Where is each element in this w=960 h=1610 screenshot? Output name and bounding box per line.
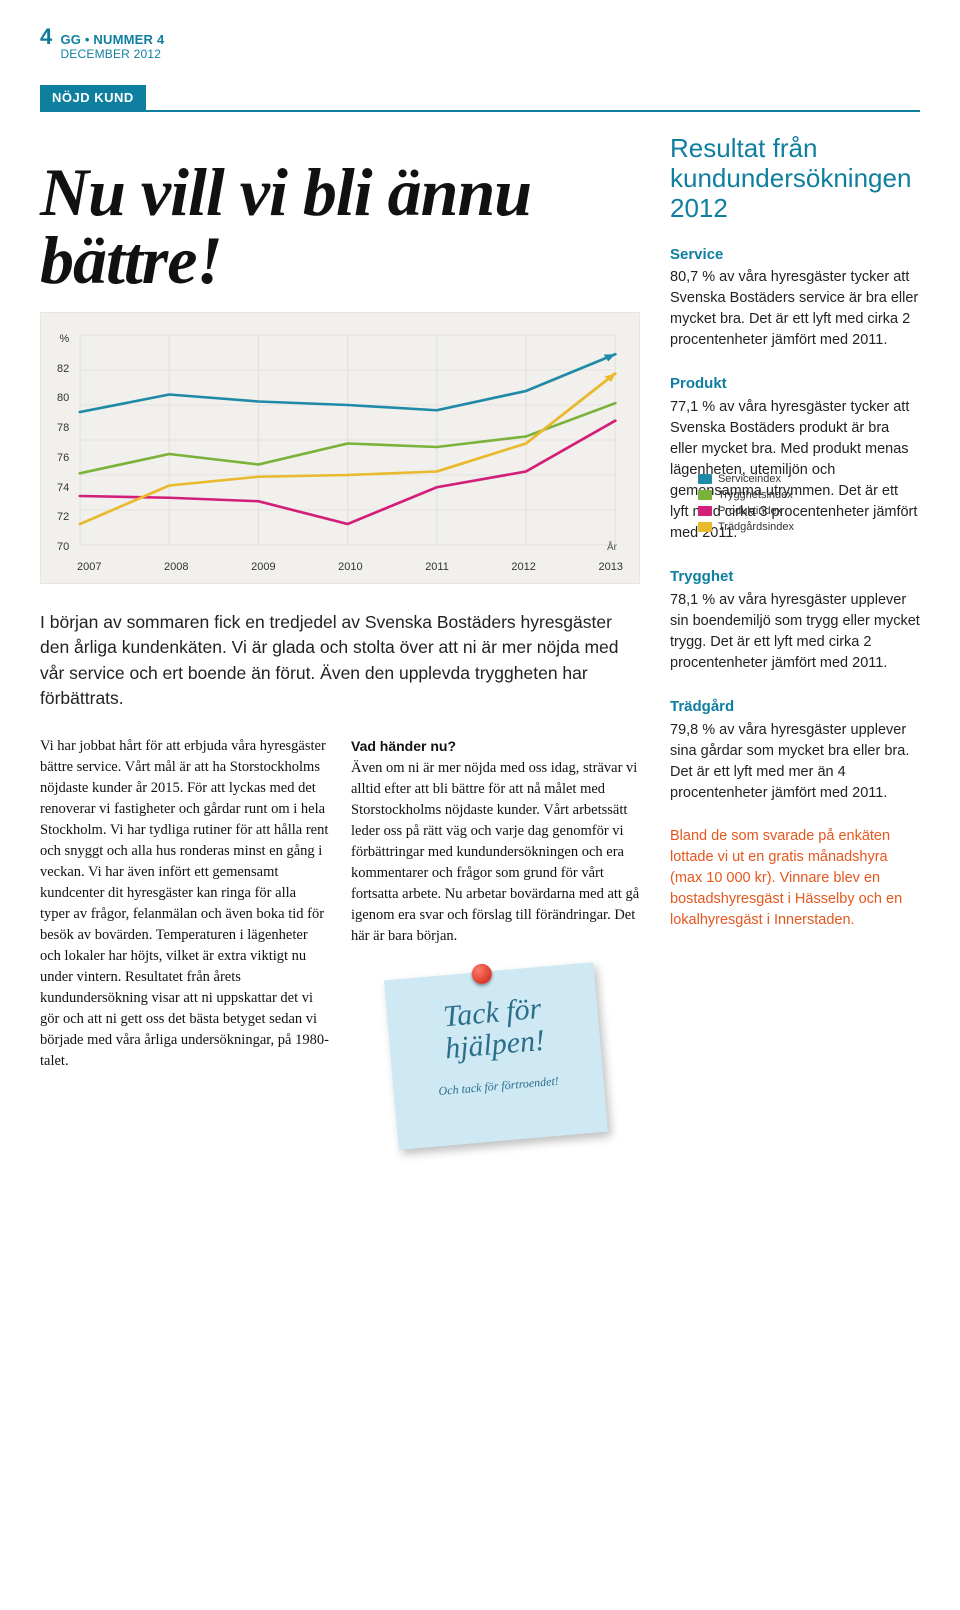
sidebar-block: Service 80,7 % av våra hyresgäster tycke… [670, 244, 920, 352]
chart-plot: År [75, 327, 623, 559]
chart-x-axis: 2007 2008 2009 2010 2011 2012 2013 [57, 561, 623, 573]
x-tick: 2010 [338, 561, 362, 573]
sidebar-block: Trädgård 79,8 % av våra hyresgäster uppl… [670, 696, 920, 804]
legend-item: Trädgårdsindex [698, 521, 794, 533]
sidebar-block-text: 79,8 % av våra hyresgäster upplever sina… [670, 720, 920, 804]
section-tag-label: NÖJD KUND [40, 85, 146, 110]
headline: Nu vill vi bli ännu bättre! [40, 158, 640, 294]
note-line-2: Och tack för förtroendet! [407, 1070, 590, 1103]
y-unit: % [57, 333, 69, 345]
x-tick: 2008 [164, 561, 188, 573]
sidebar: Resultat från kundundersökningen 2012 Se… [670, 128, 920, 1161]
y-tick: 72 [57, 511, 69, 523]
legend-swatch [698, 506, 712, 516]
masthead: GG • NUMMER 4 [60, 32, 164, 47]
ingress: I början av sommaren fick en tredjedel a… [40, 610, 640, 712]
legend-label: Trygghetsindex [718, 489, 793, 501]
y-tick: 78 [57, 422, 69, 434]
issue-date: DECEMBER 2012 [60, 47, 164, 61]
legend-swatch [698, 490, 712, 500]
chart-svg [75, 327, 623, 559]
chart-card: % 82 80 78 76 74 72 70 År 2007 [40, 312, 640, 584]
y-tick: 70 [57, 541, 69, 553]
page-number: 4 [40, 24, 52, 50]
sidebar-block-heading: Trygghet [670, 566, 920, 588]
x-tick: 2013 [598, 561, 622, 573]
sidebar-block-heading: Produkt [670, 373, 920, 395]
body-subhead: Vad händer nu? [351, 736, 640, 756]
sidebar-block-heading: Service [670, 244, 920, 266]
body-col-2: Vad händer nu? Även om ni är mer nöjda m… [351, 736, 640, 1161]
x-tick: 2011 [425, 561, 449, 573]
sidebar-block-text: 78,1 % av våra hyresgäster upplever sin … [670, 590, 920, 674]
legend-label: Trädgårdsindex [718, 521, 794, 533]
x-tick: 2012 [511, 561, 535, 573]
body-col-1: Vi har jobbat hårt för att erbjuda våra … [40, 736, 329, 1161]
sidebar-block-heading: Trädgård [670, 696, 920, 718]
sidebar-callout: Bland de som svarade på enkäten lottade … [670, 826, 920, 931]
x-axis-label: År [607, 542, 617, 553]
x-tick: 2007 [77, 561, 101, 573]
section-tag: NÖJD KUND [40, 85, 920, 112]
x-tick: 2009 [251, 561, 275, 573]
legend-item: Produktindex [698, 505, 794, 517]
legend-swatch [698, 474, 712, 484]
sticky-note: Tack för hjälpen! Och tack för förtroend… [351, 971, 640, 1161]
legend-swatch [698, 522, 712, 532]
section-rule [40, 110, 920, 112]
main-column: Nu vill vi bli ännu bättre! % 82 80 78 7… [40, 128, 640, 1161]
legend-label: Produktindex [718, 505, 782, 517]
body-text: Vi har jobbat hårt för att erbjuda våra … [40, 736, 329, 1072]
chart-legend: Serviceindex Trygghetsindex Produktindex… [698, 473, 794, 537]
page-meta: 4 GG • NUMMER 4 DECEMBER 2012 [40, 24, 920, 61]
sidebar-block: Trygghet 78,1 % av våra hyresgäster uppl… [670, 566, 920, 674]
note-line-1: Tack för hjälpen! [400, 989, 587, 1068]
body-text: Även om ni är mer nöjda med oss idag, st… [351, 758, 640, 947]
legend-label: Serviceindex [718, 473, 781, 485]
sidebar-title: Resultat från kundundersökningen 2012 [670, 134, 920, 224]
y-tick: 76 [57, 452, 69, 464]
sidebar-block-text: 80,7 % av våra hyresgäster tycker att Sv… [670, 267, 920, 351]
y-tick: 80 [57, 392, 69, 404]
body-columns: Vi har jobbat hårt för att erbjuda våra … [40, 736, 640, 1161]
y-tick: 82 [57, 363, 69, 375]
legend-item: Serviceindex [698, 473, 794, 485]
legend-item: Trygghetsindex [698, 489, 794, 501]
chart-y-axis: % 82 80 78 76 74 72 70 [57, 333, 69, 553]
y-tick: 74 [57, 482, 69, 494]
pushpin-icon [471, 963, 493, 985]
